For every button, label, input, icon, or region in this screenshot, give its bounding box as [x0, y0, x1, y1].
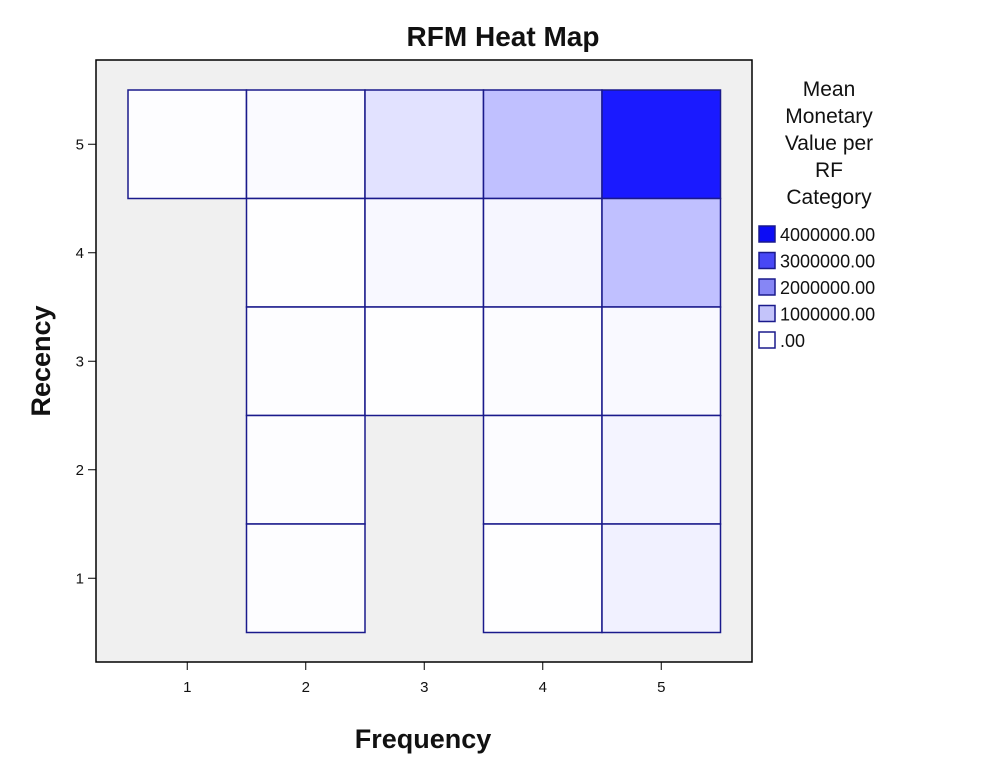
x-tick-label-2: 2 [302, 679, 310, 696]
x-axis: 1 2 3 4 5 [183, 662, 665, 696]
heatmap-cell-f5-r1 [601, 523, 722, 634]
heatmap-cell-f3-r3 [364, 306, 485, 417]
legend-title-line-4: RF [815, 159, 843, 182]
legend-label-3: 2000000.00 [780, 278, 875, 298]
legend-title-line-2: Monetary [785, 105, 873, 128]
legend-title-line-1: Mean [803, 78, 856, 101]
legend-label-4: 1000000.00 [780, 305, 875, 325]
heatmap-cell-f1-r5 [127, 89, 248, 200]
heatmap-cell-f5-r2 [601, 414, 722, 525]
legend-swatch-1 [758, 225, 776, 243]
legend-swatch-5 [758, 331, 776, 349]
legend-label-5: .00 [780, 331, 805, 351]
heatmap-cell-f4-r4 [482, 197, 603, 308]
y-tick-label-3: 3 [76, 353, 84, 370]
legend-swatch-4 [758, 304, 776, 323]
heatmap-cell-f2-r1 [245, 523, 366, 634]
x-tick-label-5: 5 [657, 679, 665, 696]
heatmap-cell-f3-r5 [364, 89, 485, 200]
heatmap-cell-f2-r5 [245, 89, 366, 200]
heatmap-cell-f2-r3 [245, 306, 366, 417]
heatmap-cells [127, 89, 722, 634]
x-axis-label: Frequency [355, 724, 492, 754]
heatmap-cell-f3-r4 [364, 197, 485, 308]
legend-swatch-3 [758, 278, 776, 296]
chart-title: RFM Heat Map [407, 21, 600, 52]
heatmap-cell-f2-r2 [245, 414, 366, 525]
heatmap-cell-f4-r2 [482, 414, 603, 525]
y-tick-label-1: 1 [76, 570, 84, 587]
heatmap-cell-f4-r3 [482, 306, 603, 417]
x-tick-label-1: 1 [183, 679, 191, 696]
heatmap-cell-f5-r3 [601, 306, 722, 417]
color-legend: Mean Monetary Value per RF Category 4000000.0… [758, 78, 875, 351]
y-axis-label: Recency [26, 305, 56, 416]
heatmap-cell-f5-r5 [601, 89, 722, 200]
heatmap-cell-f4-r1 [482, 523, 603, 634]
y-axis: 1 2 3 4 5 [76, 136, 96, 587]
y-tick-label-2: 2 [76, 462, 84, 479]
y-tick-label-5: 5 [76, 136, 84, 153]
legend-label-1: 4000000.00 [780, 225, 875, 245]
y-tick-label-4: 4 [76, 245, 84, 262]
heatmap-cell-f4-r5 [482, 89, 603, 200]
x-tick-label-3: 3 [420, 679, 428, 696]
heatmap-cell-f2-r4 [245, 197, 366, 308]
x-tick-label-4: 4 [539, 679, 547, 696]
heatmap-cell-f5-r4 [601, 197, 722, 308]
legend-swatch-2 [758, 251, 776, 270]
legend-title-line-3: Value per [785, 132, 873, 155]
legend-label-2: 3000000.00 [780, 252, 875, 272]
legend-title-line-5: Category [786, 186, 872, 209]
